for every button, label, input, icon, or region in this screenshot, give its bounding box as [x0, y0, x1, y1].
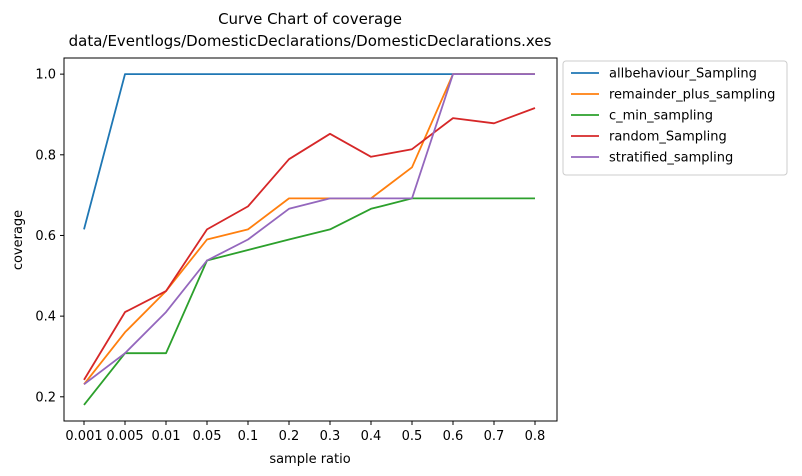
x-tick-label: 0.001 [65, 429, 102, 444]
series-line-random_Sampling [83, 107, 536, 381]
legend-label: random_Sampling [609, 130, 727, 145]
x-axis-ticks: 0.001 0.005 0.01 0.05 0.1 0.2 0.3 0.4 0.5 0.6 0.7 0… [65, 421, 545, 444]
x-tick-label: 0.005 [106, 429, 143, 444]
y-tick-label: 0.2 [35, 390, 56, 405]
legend-label: c_min_sampling [609, 109, 713, 124]
y-tick-label: 1.0 [35, 68, 56, 83]
series-line-c_min_sampling [83, 197, 535, 406]
legend-label: allbehaviour_Sampling [609, 67, 757, 82]
x-tick-label: 0.6 [443, 429, 464, 444]
chart-title-line1: Curve Chart of coverage [218, 10, 402, 28]
x-tick-label: 0.3 [320, 429, 341, 444]
legend: allbehaviour_Sampling remainder_plus_samp… [562, 60, 788, 176]
y-axis-ticks: 0.2 0.4 0.6 0.8 1.0 [35, 68, 64, 405]
x-tick-label: 0.8 [525, 429, 546, 444]
legend-box [562, 60, 788, 176]
y-tick-label: 0.4 [35, 310, 56, 325]
x-tick-label: 0.5 [402, 429, 423, 444]
series-layer [83, 73, 536, 406]
y-tick-label: 0.8 [35, 148, 56, 163]
x-tick-label: 0.2 [279, 429, 300, 444]
y-axis-label: coverage [11, 210, 26, 270]
chart-title-line2: data/Eventlogs/DomesticDeclarations/Dome… [69, 32, 552, 50]
plot-frame [63, 57, 558, 422]
x-tick-label: 0.7 [484, 429, 505, 444]
x-axis-label: sample ratio [269, 452, 350, 467]
legend-label: stratified_sampling [609, 151, 733, 166]
x-tick-label: 0.1 [238, 429, 259, 444]
series-line-stratified_sampling [83, 73, 535, 386]
x-tick-label: 0.05 [193, 429, 222, 444]
y-tick-label: 0.6 [35, 229, 56, 244]
series-line-allbehaviour_Sampling [83, 73, 535, 230]
x-tick-label: 0.01 [152, 429, 181, 444]
x-tick-label: 0.4 [361, 429, 382, 444]
legend-label: remainder_plus_sampling [609, 88, 775, 103]
